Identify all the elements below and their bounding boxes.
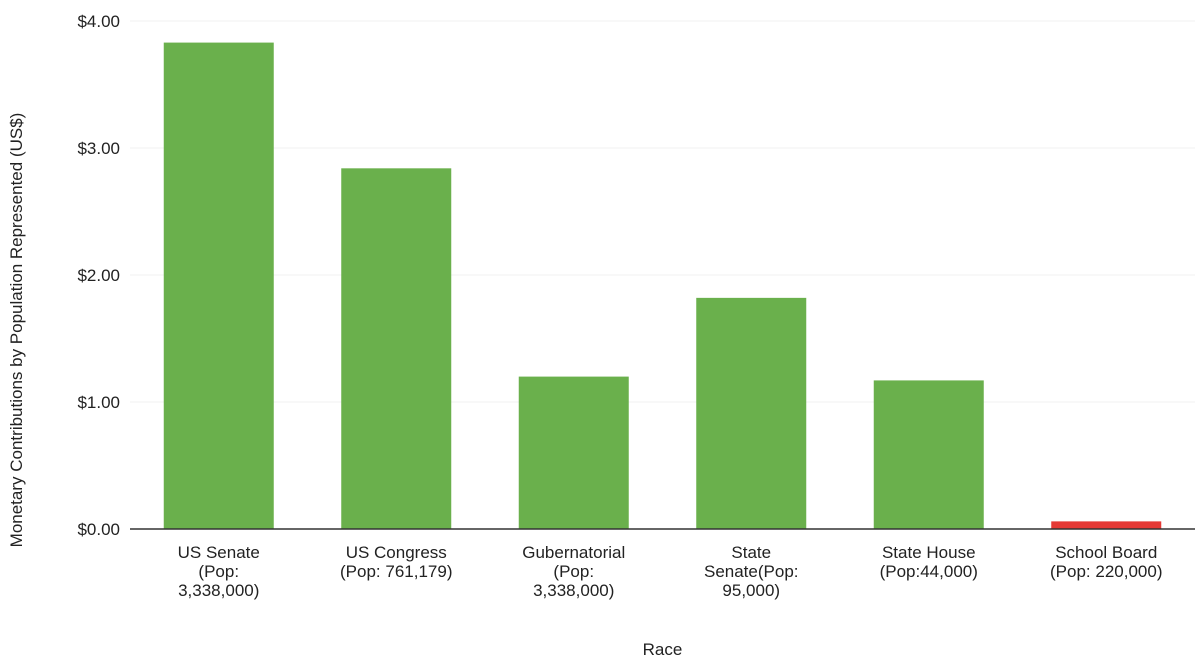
y-tick-label: $0.00 <box>77 520 120 539</box>
bar <box>873 380 984 529</box>
bar <box>1051 521 1162 529</box>
y-tick-label: $4.00 <box>77 12 120 31</box>
y-tick-label: $3.00 <box>77 139 120 158</box>
x-tick-label: US Congress (Pop: 761,179) <box>340 543 452 581</box>
bar <box>163 42 274 530</box>
gridlines <box>130 20 1195 403</box>
x-axis-title: Race <box>643 640 683 659</box>
x-tick-label: State Senate(Pop: 95,000) <box>704 543 799 600</box>
bar <box>341 168 452 529</box>
y-axis-title: Monetary Contributions by Population Rep… <box>7 113 26 548</box>
y-axis-ticks: $0.00 $1.00 $2.00 $3.00 $4.00 <box>77 12 120 539</box>
x-tick-label: US Senate (Pop: 3,338,000) <box>178 543 260 600</box>
bar <box>518 376 629 529</box>
x-tick-label: State House (Pop:44,000) <box>880 543 978 581</box>
y-tick-label: $2.00 <box>77 266 120 285</box>
bar <box>696 297 807 529</box>
y-tick-label: $1.00 <box>77 393 120 412</box>
x-tick-label: School Board (Pop: 220,000) <box>1050 543 1162 581</box>
x-tick-label: Gubernatorial (Pop: 3,338,000) <box>522 543 625 600</box>
bars <box>163 42 1162 530</box>
x-axis-labels: US Senate (Pop: 3,338,000) US Congress (Pop:… <box>178 543 1163 600</box>
